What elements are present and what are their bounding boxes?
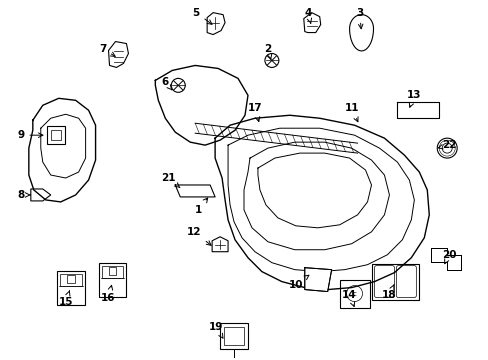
Bar: [108, 267, 116, 275]
Text: 18: 18: [382, 284, 396, 300]
Text: 1: 1: [194, 198, 207, 215]
Bar: [51, 130, 61, 140]
Circle shape: [436, 138, 456, 158]
Text: 13: 13: [406, 90, 421, 107]
Polygon shape: [212, 237, 227, 252]
Polygon shape: [207, 13, 224, 35]
Text: 7: 7: [99, 44, 115, 57]
Text: 17: 17: [247, 103, 262, 122]
Polygon shape: [303, 13, 320, 32]
Bar: [60, 274, 81, 285]
Text: 8: 8: [17, 190, 30, 200]
Bar: [339, 280, 369, 307]
Polygon shape: [304, 268, 331, 292]
Text: 15: 15: [59, 291, 73, 306]
Text: 10: 10: [288, 275, 308, 289]
Bar: [220, 323, 247, 349]
Bar: [57, 271, 84, 305]
Text: 22: 22: [437, 140, 455, 150]
Text: 14: 14: [342, 289, 356, 306]
Text: 9: 9: [17, 130, 43, 140]
Text: 4: 4: [304, 8, 311, 23]
Text: 16: 16: [101, 285, 116, 302]
Bar: [99, 263, 126, 297]
Text: 20: 20: [441, 250, 455, 264]
Text: 11: 11: [344, 103, 358, 122]
Text: 5: 5: [192, 8, 212, 24]
Polygon shape: [31, 189, 51, 201]
Bar: [371, 264, 419, 300]
Text: 2: 2: [264, 44, 271, 59]
Text: 21: 21: [161, 173, 180, 188]
Text: c: c: [352, 291, 356, 297]
Text: 12: 12: [186, 227, 211, 245]
Bar: [47, 126, 64, 144]
Polygon shape: [430, 248, 460, 270]
Polygon shape: [108, 41, 128, 67]
Text: 6: 6: [162, 77, 171, 90]
Text: 19: 19: [208, 323, 223, 338]
Text: 3: 3: [355, 8, 363, 29]
Bar: [224, 328, 244, 345]
Bar: [66, 275, 75, 283]
Bar: [102, 266, 123, 278]
